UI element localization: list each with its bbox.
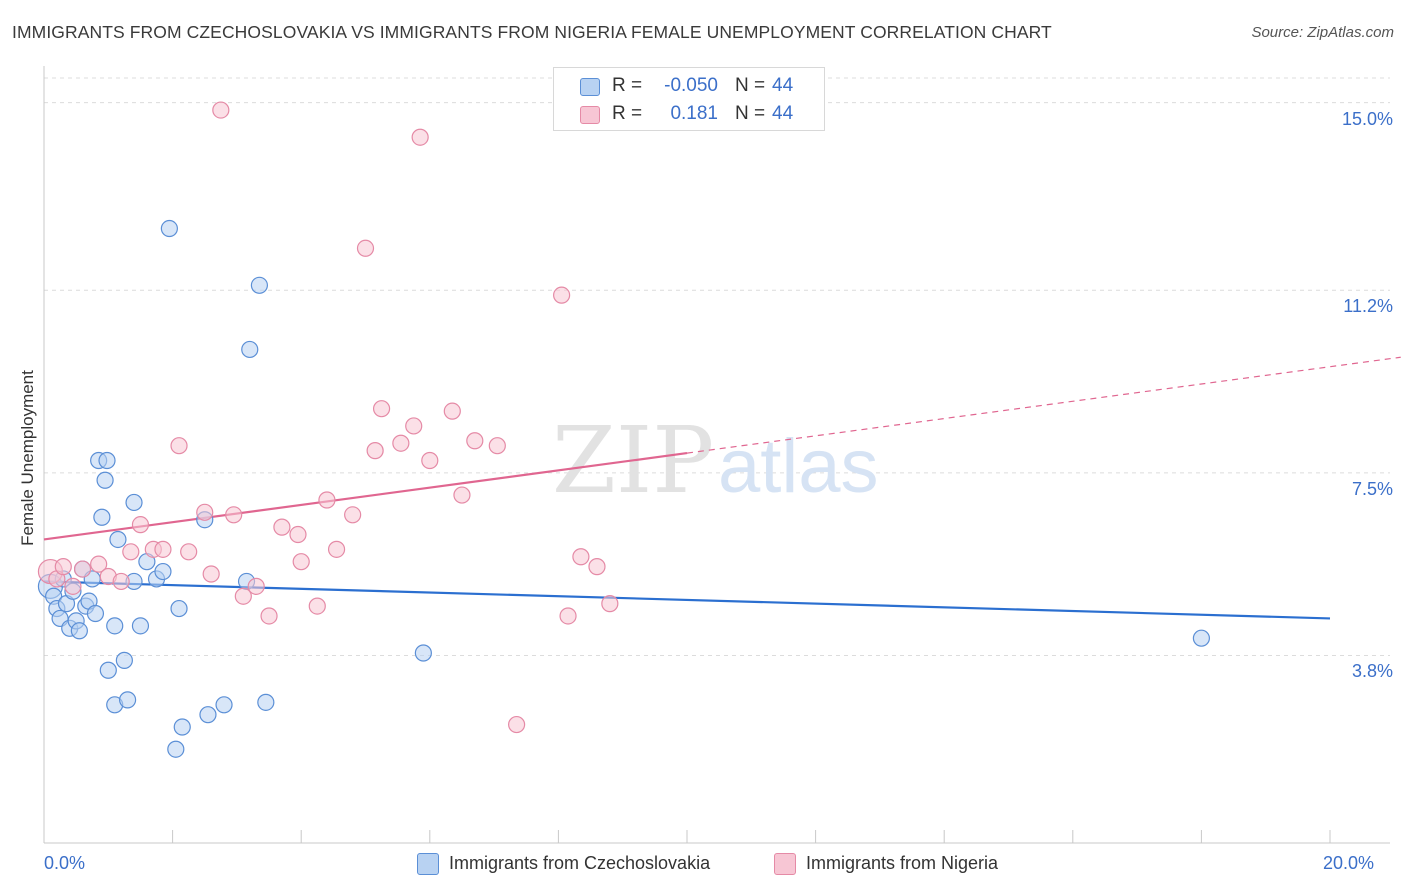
legend-r-value: 0.181 xyxy=(670,103,718,124)
czechoslovakia-point xyxy=(93,508,111,526)
nigeria-point xyxy=(64,577,82,595)
nigeria-point xyxy=(392,434,410,452)
nigeria-point xyxy=(411,128,429,146)
source-label: Source: ZipAtlas.com xyxy=(1251,24,1394,41)
axes xyxy=(43,66,1390,844)
nigeria-point xyxy=(112,572,130,591)
czechoslovakia-point xyxy=(1192,629,1211,647)
legend-n-value: 44 xyxy=(772,75,794,96)
bottom-legend-swatch-blue xyxy=(417,853,439,875)
czechoslovakia-point xyxy=(125,493,143,512)
nigeria-point xyxy=(453,486,471,504)
data-points xyxy=(37,101,1211,758)
nigeria-point xyxy=(90,555,108,573)
nigeria-point xyxy=(553,286,571,304)
y-tick-label: 7.5% xyxy=(1351,478,1393,499)
nigeria-point xyxy=(122,543,140,561)
nigeria-point xyxy=(508,715,526,734)
czechoslovakia-point xyxy=(115,651,133,669)
nigeria-point xyxy=(154,540,172,558)
nigeria-point xyxy=(488,437,506,455)
czechoslovakia-point xyxy=(250,276,269,294)
nigeria-point xyxy=(73,560,92,578)
nigeria-point xyxy=(366,442,384,460)
nigeria-point xyxy=(289,525,307,544)
nigeria-point xyxy=(344,506,362,524)
czechoslovakia-point xyxy=(241,340,259,359)
nigeria-point xyxy=(202,565,220,583)
czechoslovakia-point xyxy=(86,604,105,623)
legend-r-label: R = xyxy=(612,75,643,96)
y-tick-label: 3.8% xyxy=(1351,661,1393,682)
nigeria-point xyxy=(405,417,423,435)
czechoslovakia-point xyxy=(96,471,114,489)
czechoslovakia-point xyxy=(215,696,233,714)
nigeria-point xyxy=(196,503,214,521)
legend-swatch-pink xyxy=(580,106,600,124)
czechoslovakia-point xyxy=(99,661,117,679)
nigeria-point xyxy=(572,548,590,566)
nigeria-point xyxy=(247,577,265,595)
legend-n-label: N = xyxy=(735,75,766,96)
chart-title: IMMIGRANTS FROM CZECHOSLOVAKIA VS IMMIGR… xyxy=(12,22,1052,42)
nigeria-point xyxy=(234,587,252,605)
legend-n-label: N = xyxy=(735,103,766,124)
watermark-atlas: atlas xyxy=(718,424,879,509)
czechoslovakia-point xyxy=(70,622,88,640)
y-tick-label: 15.0% xyxy=(1341,108,1393,129)
czechoslovakia-point xyxy=(109,530,127,549)
legend-r-value: -0.050 xyxy=(664,75,718,96)
czechoslovakia-point xyxy=(199,706,217,724)
nigeria-point xyxy=(308,597,326,615)
czechoslovakia-point xyxy=(257,693,275,711)
nigeria-point xyxy=(318,491,336,509)
nigeria-point xyxy=(212,101,230,119)
legend-row-nigeria: R = 0.181 N = 44 xyxy=(554,100,824,128)
czechoslovakia-point xyxy=(118,691,137,709)
nigeria-point xyxy=(260,607,278,625)
nigeria-point xyxy=(601,595,619,613)
czechoslovakia-point xyxy=(173,718,191,736)
nigeria-point xyxy=(466,432,484,450)
nigeria-point xyxy=(180,543,198,561)
czechoslovakia-point xyxy=(160,219,178,238)
czechoslovakia-point xyxy=(98,451,116,470)
nigeria-point xyxy=(559,607,577,625)
czechoslovakia-point xyxy=(170,599,188,618)
czechoslovakia-point xyxy=(154,562,172,581)
czechoslovakia-point xyxy=(131,617,150,635)
czechoslovakia-point xyxy=(106,617,124,635)
nigeria-point xyxy=(588,558,606,576)
nigeria-point xyxy=(421,451,439,470)
bottom-legend-label: Immigrants from Czechoslovakia xyxy=(449,853,711,873)
legend-row-czechoslovakia: R = -0.050 N = 44 xyxy=(554,72,824,100)
watermark: ZIP atlas xyxy=(552,407,879,514)
legend-r-label: R = xyxy=(612,103,643,124)
nigeria-point xyxy=(225,506,243,524)
x-tick-label-max: 20.0% xyxy=(1323,853,1375,873)
nigeria-point xyxy=(273,518,291,536)
czechoslovakia-point xyxy=(167,740,185,758)
czechoslovakia-point xyxy=(414,644,432,662)
legend-swatch-blue xyxy=(580,78,600,96)
nigeria-point xyxy=(131,516,150,534)
nigeria-point xyxy=(54,558,72,576)
trend-line-solid-1 xyxy=(43,452,688,541)
x-tick-label-min: 0.0% xyxy=(44,853,86,873)
nigeria-point xyxy=(327,540,346,558)
gridlines xyxy=(44,77,1390,656)
correlation-legend: R = -0.050 N = 44 R = 0.181 N = 44 xyxy=(553,67,825,131)
legend-n-value: 44 xyxy=(772,103,794,124)
nigeria-point xyxy=(356,239,375,257)
nigeria-point xyxy=(170,437,188,455)
nigeria-point xyxy=(372,400,391,418)
bottom-legend-swatch-pink xyxy=(774,853,796,875)
nigeria-point xyxy=(443,402,461,420)
y-tick-label: 11.2% xyxy=(1343,296,1393,317)
nigeria-point xyxy=(292,553,310,571)
bottom-legend-label: Immigrants from Nigeria xyxy=(806,853,999,873)
